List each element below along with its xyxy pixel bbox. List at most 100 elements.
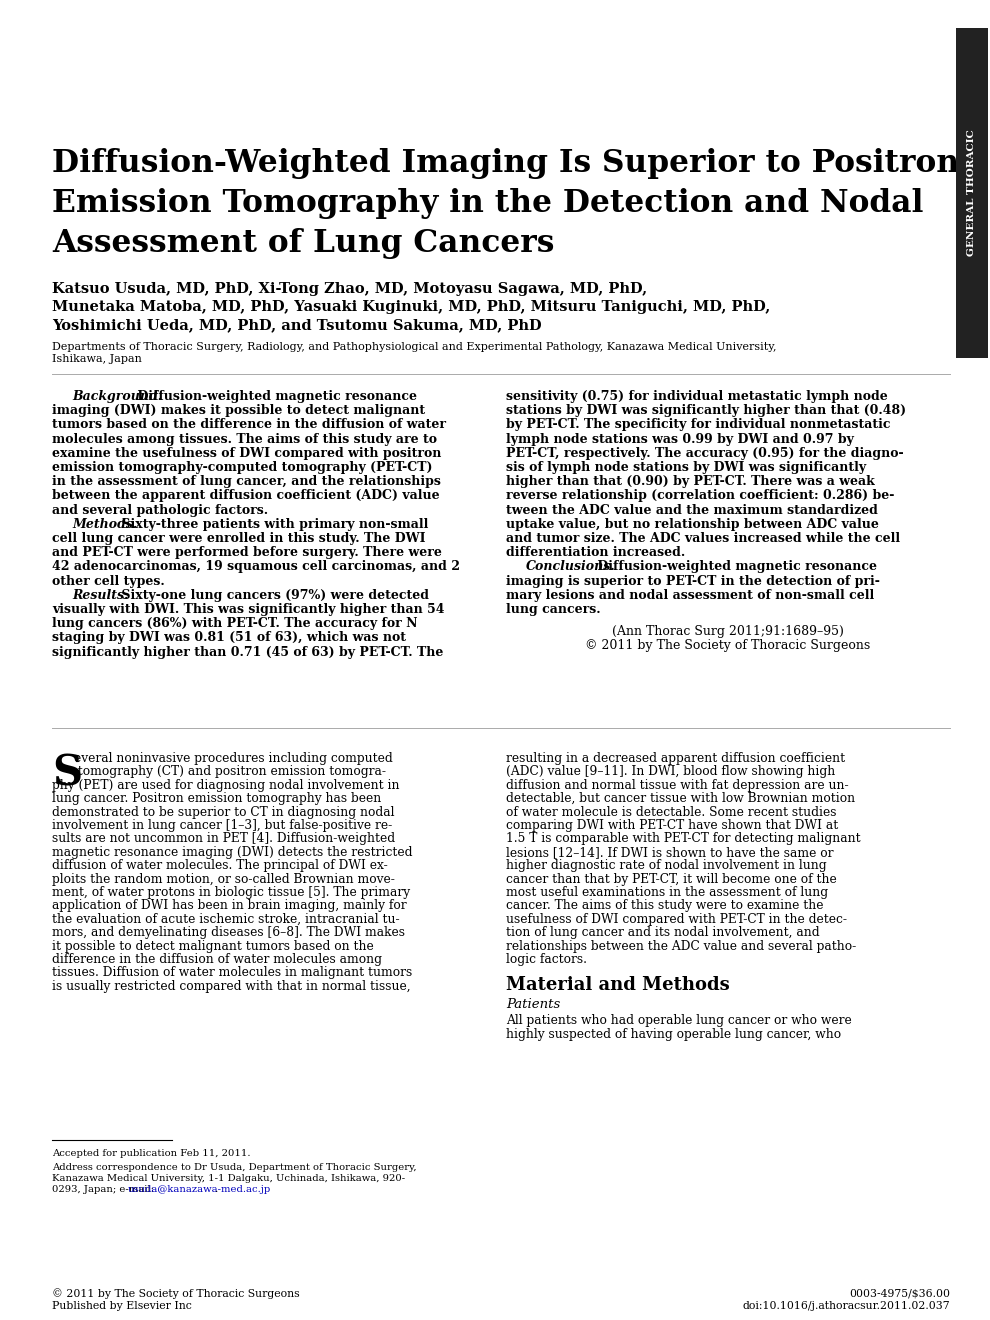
Text: Accepted for publication Feb 11, 2011.: Accepted for publication Feb 11, 2011. (52, 1148, 250, 1158)
Text: lymph node stations was 0.99 by DWI and 0.97 by: lymph node stations was 0.99 by DWI and … (506, 433, 853, 446)
Text: staging by DWI was 0.81 (51 of 63), which was not: staging by DWI was 0.81 (51 of 63), whic… (52, 631, 406, 644)
Text: highly suspected of having operable lung cancer, who: highly suspected of having operable lung… (506, 1028, 842, 1040)
Text: Sixty-one lung cancers (97%) were detected: Sixty-one lung cancers (97%) were detect… (117, 589, 429, 602)
Text: other cell types.: other cell types. (52, 574, 164, 587)
Text: of water molecule is detectable. Some recent studies: of water molecule is detectable. Some re… (506, 805, 837, 818)
Text: PET-CT, respectively. The accuracy (0.95) for the diagno-: PET-CT, respectively. The accuracy (0.95… (506, 446, 904, 459)
Text: Katsuo Usuda, MD, PhD, Xi-Tong Zhao, MD, Motoyasu Sagawa, MD, PhD,: Katsuo Usuda, MD, PhD, Xi-Tong Zhao, MD,… (52, 282, 647, 296)
Text: GENERAL THORACIC: GENERAL THORACIC (967, 129, 976, 256)
Text: 42 adenocarcinomas, 19 squamous cell carcinomas, and 2: 42 adenocarcinomas, 19 squamous cell car… (52, 561, 460, 573)
Text: Yoshimichi Ueda, MD, PhD, and Tsutomu Sakuma, MD, PhD: Yoshimichi Ueda, MD, PhD, and Tsutomu Sa… (52, 318, 542, 333)
Text: imaging is superior to PET-CT in the detection of pri-: imaging is superior to PET-CT in the det… (506, 574, 880, 587)
Text: © 2011 by The Society of Thoracic Surgeons: © 2011 by The Society of Thoracic Surgeo… (52, 1288, 300, 1299)
Text: Departments of Thoracic Surgery, Radiology, and Pathophysiological and Experimen: Departments of Thoracic Surgery, Radiolo… (52, 342, 776, 352)
Text: lesions [12–14]. If DWI is shown to have the same or: lesions [12–14]. If DWI is shown to have… (506, 846, 834, 859)
Text: Munetaka Matoba, MD, PhD, Yasuaki Kuginuki, MD, PhD, Mitsuru Taniguchi, MD, PhD,: Munetaka Matoba, MD, PhD, Yasuaki Kuginu… (52, 300, 770, 314)
Text: Diffusion-weighted magnetic resonance: Diffusion-weighted magnetic resonance (593, 561, 877, 573)
Text: logic factors.: logic factors. (506, 953, 587, 966)
Text: most useful examinations in the assessment of lung: most useful examinations in the assessme… (506, 886, 828, 899)
Text: S: S (52, 752, 82, 795)
Text: lung cancer. Positron emission tomography has been: lung cancer. Positron emission tomograph… (52, 792, 381, 805)
Text: everal noninvasive procedures including computed: everal noninvasive procedures including … (74, 752, 393, 766)
Text: Ishikawa, Japan: Ishikawa, Japan (52, 354, 142, 364)
Text: examine the usefulness of DWI compared with positron: examine the usefulness of DWI compared w… (52, 446, 442, 459)
Text: cancer. The aims of this study were to examine the: cancer. The aims of this study were to e… (506, 899, 824, 912)
Text: lung cancers (86%) with PET-CT. The accuracy for N: lung cancers (86%) with PET-CT. The accu… (52, 618, 418, 630)
Text: 0003-4975/$36.00: 0003-4975/$36.00 (849, 1288, 950, 1298)
Text: tumors based on the difference in the diffusion of water: tumors based on the difference in the di… (52, 418, 446, 432)
Text: Kanazawa Medical University, 1-1 Dalgaku, Uchinada, Ishikawa, 920-: Kanazawa Medical University, 1-1 Dalgaku… (52, 1173, 405, 1183)
Text: cell lung cancer were enrolled in this study. The DWI: cell lung cancer were enrolled in this s… (52, 532, 426, 545)
Text: by PET-CT. The specificity for individual nonmetastatic: by PET-CT. The specificity for individua… (506, 418, 890, 432)
Text: tween the ADC value and the maximum standardized: tween the ADC value and the maximum stan… (506, 504, 878, 516)
Text: phy (PET) are used for diagnosing nodal involvement in: phy (PET) are used for diagnosing nodal … (52, 779, 400, 792)
Text: tomography (CT) and positron emission tomogra-: tomography (CT) and positron emission to… (70, 766, 386, 779)
Text: diffusion of water molecules. The principal of DWI ex-: diffusion of water molecules. The princi… (52, 859, 388, 873)
Text: Published by Elsevier Inc: Published by Elsevier Inc (52, 1302, 192, 1311)
Text: .: . (214, 1185, 217, 1195)
Text: imaging (DWI) makes it possible to detect malignant: imaging (DWI) makes it possible to detec… (52, 404, 425, 417)
Text: in the assessment of lung cancer, and the relationships: in the assessment of lung cancer, and th… (52, 475, 441, 488)
Text: Background.: Background. (72, 389, 162, 403)
Text: demonstrated to be superior to CT in diagnosing nodal: demonstrated to be superior to CT in dia… (52, 805, 394, 818)
FancyBboxPatch shape (956, 28, 988, 358)
Text: (ADC) value [9–11]. In DWI, blood flow showing high: (ADC) value [9–11]. In DWI, blood flow s… (506, 766, 836, 779)
Text: application of DWI has been in brain imaging, mainly for: application of DWI has been in brain ima… (52, 899, 407, 912)
Text: Sixty-three patients with primary non-small: Sixty-three patients with primary non-sm… (117, 517, 428, 531)
Text: reverse relationship (correlation coefficient: 0.286) be-: reverse relationship (correlation coeffi… (506, 490, 894, 503)
Text: diffusion and normal tissue with fat depression are un-: diffusion and normal tissue with fat dep… (506, 779, 848, 792)
Text: Conclusions.: Conclusions. (526, 561, 616, 573)
Text: differentiation increased.: differentiation increased. (506, 546, 685, 560)
Text: emission tomography-computed tomography (PET-CT): emission tomography-computed tomography … (52, 461, 433, 474)
Text: higher diagnostic rate of nodal involvement in lung: higher diagnostic rate of nodal involvem… (506, 859, 827, 873)
Text: it possible to detect malignant tumors based on the: it possible to detect malignant tumors b… (52, 940, 374, 953)
Text: All patients who had operable lung cancer or who were: All patients who had operable lung cance… (506, 1014, 851, 1027)
Text: usefulness of DWI compared with PET-CT in the detec-: usefulness of DWI compared with PET-CT i… (506, 913, 847, 925)
Text: 1.5 T is comparable with PET-CT for detecting malignant: 1.5 T is comparable with PET-CT for dete… (506, 833, 860, 845)
Text: cancer than that by PET-CT, it will become one of the: cancer than that by PET-CT, it will beco… (506, 873, 837, 886)
Text: © 2011 by The Society of Thoracic Surgeons: © 2011 by The Society of Thoracic Surgeo… (585, 639, 870, 652)
Text: Diffusion-weighted magnetic resonance: Diffusion-weighted magnetic resonance (134, 389, 418, 403)
Text: magnetic resonance imaging (DWI) detects the restricted: magnetic resonance imaging (DWI) detects… (52, 846, 413, 859)
Text: sults are not uncommon in PET [4]. Diffusion-weighted: sults are not uncommon in PET [4]. Diffu… (52, 833, 395, 845)
Text: Assessment of Lung Cancers: Assessment of Lung Cancers (52, 228, 554, 259)
Text: higher than that (0.90) by PET-CT. There was a weak: higher than that (0.90) by PET-CT. There… (506, 475, 875, 488)
Text: uptake value, but no relationship between ADC value: uptake value, but no relationship betwee… (506, 517, 879, 531)
Text: Methods.: Methods. (72, 517, 138, 531)
Text: lung cancers.: lung cancers. (506, 603, 601, 616)
Text: and several pathologic factors.: and several pathologic factors. (52, 504, 268, 516)
Text: tissues. Diffusion of water molecules in malignant tumors: tissues. Diffusion of water molecules in… (52, 966, 412, 979)
Text: Emission Tomography in the Detection and Nodal: Emission Tomography in the Detection and… (52, 187, 924, 219)
Text: Patients: Patients (506, 998, 560, 1011)
Text: is usually restricted compared with that in normal tissue,: is usually restricted compared with that… (52, 979, 411, 993)
Text: Diffusion-Weighted Imaging Is Superior to Positron: Diffusion-Weighted Imaging Is Superior t… (52, 148, 959, 180)
Text: Results.: Results. (72, 589, 129, 602)
Text: resulting in a decreased apparent diffusion coefficient: resulting in a decreased apparent diffus… (506, 752, 845, 766)
Text: detectable, but cancer tissue with low Brownian motion: detectable, but cancer tissue with low B… (506, 792, 855, 805)
Text: mors, and demyelinating diseases [6–8]. The DWI makes: mors, and demyelinating diseases [6–8]. … (52, 927, 405, 940)
Text: sis of lymph node stations by DWI was significantly: sis of lymph node stations by DWI was si… (506, 461, 866, 474)
Text: ment, of water protons in biologic tissue [5]. The primary: ment, of water protons in biologic tissu… (52, 886, 410, 899)
Text: Address correspondence to Dr Usuda, Department of Thoracic Surgery,: Address correspondence to Dr Usuda, Depa… (52, 1163, 417, 1172)
Text: and PET-CT were performed before surgery. There were: and PET-CT were performed before surgery… (52, 546, 442, 560)
Text: comparing DWI with PET-CT have shown that DWI at: comparing DWI with PET-CT have shown tha… (506, 818, 839, 832)
Text: doi:10.1016/j.athoracsur.2011.02.037: doi:10.1016/j.athoracsur.2011.02.037 (742, 1302, 950, 1311)
Text: between the apparent diffusion coefficient (ADC) value: between the apparent diffusion coefficie… (52, 490, 440, 503)
Text: Material and Methods: Material and Methods (506, 977, 730, 994)
Text: (Ann Thorac Surg 2011;91:1689–95): (Ann Thorac Surg 2011;91:1689–95) (612, 626, 843, 638)
Text: tion of lung cancer and its nodal involvement, and: tion of lung cancer and its nodal involv… (506, 927, 820, 940)
Text: involvement in lung cancer [1–3], but false-positive re-: involvement in lung cancer [1–3], but fa… (52, 818, 392, 832)
Text: molecules among tissues. The aims of this study are to: molecules among tissues. The aims of thi… (52, 433, 437, 446)
Text: 0293, Japan; e-mail:: 0293, Japan; e-mail: (52, 1185, 157, 1195)
Text: sensitivity (0.75) for individual metastatic lymph node: sensitivity (0.75) for individual metast… (506, 389, 888, 403)
Text: and tumor size. The ADC values increased while the cell: and tumor size. The ADC values increased… (506, 532, 900, 545)
Text: ploits the random motion, or so-called Brownian move-: ploits the random motion, or so-called B… (52, 873, 395, 886)
Text: usuda@kanazawa-med.ac.jp: usuda@kanazawa-med.ac.jp (128, 1185, 271, 1195)
Text: visually with DWI. This was significantly higher than 54: visually with DWI. This was significantl… (52, 603, 445, 616)
Text: difference in the diffusion of water molecules among: difference in the diffusion of water mol… (52, 953, 382, 966)
Text: significantly higher than 0.71 (45 of 63) by PET-CT. The: significantly higher than 0.71 (45 of 63… (52, 645, 444, 659)
Text: relationships between the ADC value and several patho-: relationships between the ADC value and … (506, 940, 856, 953)
Text: the evaluation of acute ischemic stroke, intracranial tu-: the evaluation of acute ischemic stroke,… (52, 913, 400, 925)
Text: mary lesions and nodal assessment of non-small cell: mary lesions and nodal assessment of non… (506, 589, 874, 602)
Text: stations by DWI was significantly higher than that (0.48): stations by DWI was significantly higher… (506, 404, 906, 417)
